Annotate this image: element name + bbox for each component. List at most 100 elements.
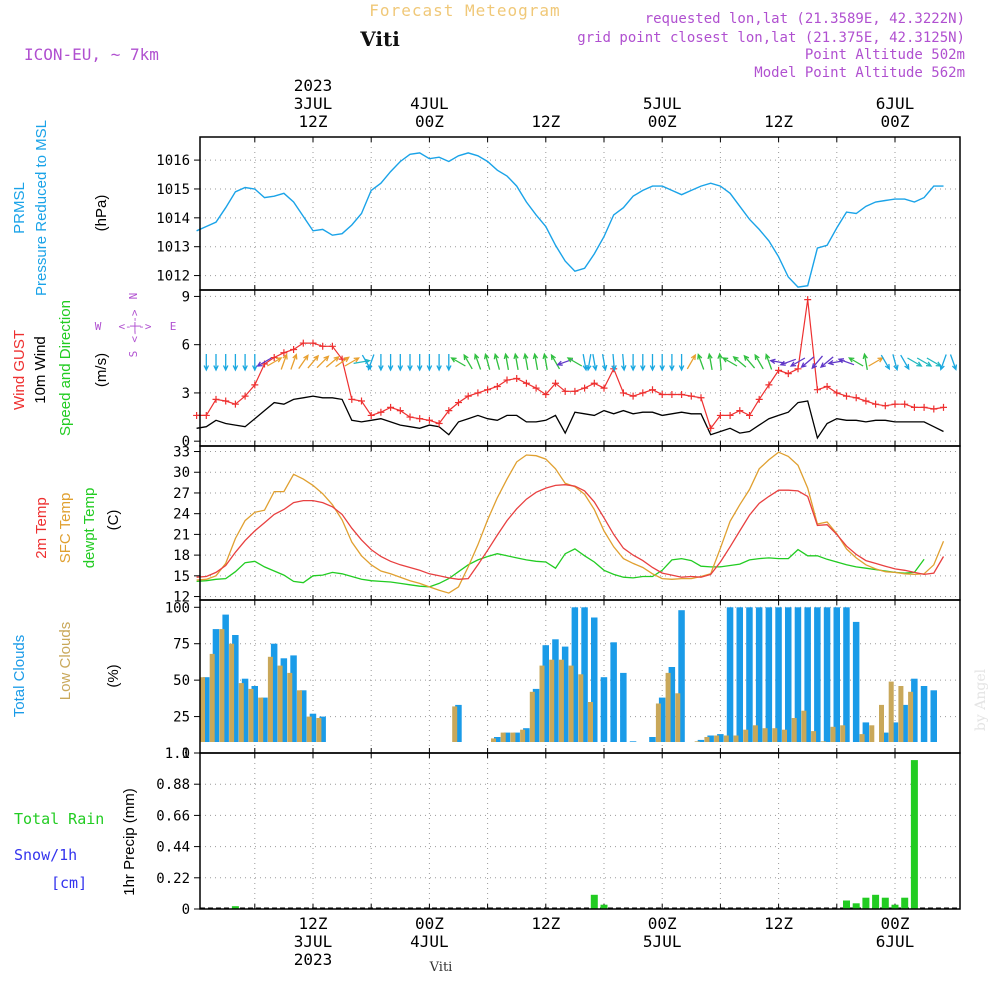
gust-marker — [843, 392, 850, 400]
rain-bar — [852, 903, 860, 909]
total-cloud-bar — [658, 697, 666, 742]
wind-arrow — [649, 354, 656, 372]
wind-arrow — [678, 354, 685, 372]
total-cloud-bar — [261, 697, 268, 742]
low-cloud-bar — [267, 656, 273, 742]
y-tick-label: 50 — [173, 673, 190, 689]
total-cloud-bar — [523, 728, 530, 742]
y-tick-label: 0.44 — [156, 840, 190, 856]
gust-marker — [222, 397, 230, 405]
wind-arrow — [335, 356, 350, 368]
compass-e: E — [170, 320, 177, 333]
low-cloud-bar — [578, 674, 584, 742]
top-time-label: 3JUL — [294, 94, 333, 113]
wind-arrow — [483, 352, 491, 370]
wind-arrow — [542, 352, 548, 371]
y-tick-label: 0 — [182, 434, 190, 450]
gust-marker — [251, 381, 259, 389]
gust-marker — [687, 392, 695, 400]
bottom-time-label: 00Z — [881, 914, 910, 933]
gust-marker — [833, 389, 841, 397]
y-tick-label: 0.66 — [156, 808, 190, 824]
gust-marker — [464, 392, 472, 400]
total-cloud-bar — [707, 735, 714, 742]
low-cloud-bar — [452, 706, 458, 742]
y-tick-label: 6 — [182, 338, 190, 354]
low-cloud-bar — [811, 731, 817, 742]
gust-marker — [823, 382, 831, 390]
wind-arrow — [892, 354, 899, 372]
total-cloud-bar — [668, 667, 676, 742]
total-cloud-bar — [542, 645, 549, 742]
pressure-line — [196, 152, 944, 288]
gust-marker — [377, 408, 385, 416]
low-cloud-bar — [287, 672, 293, 742]
wind-arrow — [566, 357, 583, 367]
gust-marker — [270, 354, 278, 362]
gust-marker — [416, 415, 424, 423]
point-altitude: Point Altitude 502m — [805, 47, 965, 63]
y-tick-label: 0.22 — [156, 871, 190, 887]
total-cloud-bar — [222, 614, 229, 742]
gust-marker — [794, 365, 802, 373]
gust-marker — [891, 400, 899, 408]
compass-arrows-h: <-|-> — [118, 320, 151, 333]
cloud-unit: (%) — [105, 664, 122, 687]
gust-marker — [910, 403, 918, 411]
total-cloud-bar — [930, 690, 937, 742]
total-cloud-bar — [717, 734, 724, 742]
wind-arrow — [280, 353, 288, 370]
wind-arrow — [474, 353, 482, 370]
low-cloud-bar — [704, 737, 710, 742]
low-cloud-bar — [500, 732, 506, 742]
y-tick-label: 18 — [173, 548, 190, 564]
y-tick-label: 1014 — [156, 211, 190, 227]
rain-bar — [872, 894, 880, 909]
wind-arrow — [290, 353, 298, 370]
low-cloud-bar — [791, 718, 797, 742]
low-cloud-bar — [209, 653, 215, 742]
total-cloud-bar — [804, 607, 811, 742]
y-tick-label: 75 — [173, 637, 190, 653]
gust-marker — [639, 389, 647, 397]
gust-marker — [862, 397, 870, 405]
low-cloud-bar — [869, 725, 875, 742]
pressure-label-2: Pressure Reduced to MSL — [33, 120, 50, 296]
gust-marker — [552, 379, 559, 387]
wind-arrow — [450, 357, 466, 367]
y-tick-label: 15 — [173, 569, 190, 585]
total-cloud-bar — [251, 686, 258, 742]
wind-panel: 0 3 6 9 — [182, 289, 961, 450]
bottom-time-label: 4JUL — [410, 932, 449, 951]
y-tick-label: 24 — [173, 507, 190, 523]
compass-w: W — [95, 320, 102, 333]
panel-frame — [199, 289, 961, 447]
total-cloud-bar — [629, 741, 637, 742]
total-cloud-bar — [814, 607, 821, 742]
top-time-label: 2023 — [294, 76, 333, 95]
low-cloud-bar — [879, 704, 884, 742]
rain-bar — [881, 897, 889, 909]
low-cloud-bar — [752, 725, 758, 742]
gust-marker — [581, 384, 589, 392]
gust-marker — [319, 342, 327, 350]
temp-unit: (C) — [105, 510, 122, 531]
y-tick-label: 0 — [182, 902, 190, 918]
wind-arrow — [416, 354, 423, 372]
gust-marker — [571, 387, 579, 395]
top-time-label: 4JUL — [410, 94, 449, 113]
low-cloud-bar — [840, 725, 846, 742]
total-cloud-bar — [571, 607, 579, 742]
wind-arrow — [862, 352, 868, 371]
rain-bar — [843, 900, 850, 909]
gust-marker — [513, 374, 521, 382]
low-cloud-bar — [258, 697, 264, 742]
y-tick-label: 1.1 — [165, 746, 190, 762]
wind-arrow — [256, 357, 272, 367]
temperature-panel: 12 15 18 21 24 27 30 33 — [173, 445, 961, 606]
gust-label: Wind GUST — [11, 330, 28, 410]
wind-arrow — [789, 357, 806, 367]
y-tick-label: 27 — [173, 486, 190, 502]
gust-marker — [522, 379, 530, 387]
wind-arrow — [325, 355, 340, 368]
